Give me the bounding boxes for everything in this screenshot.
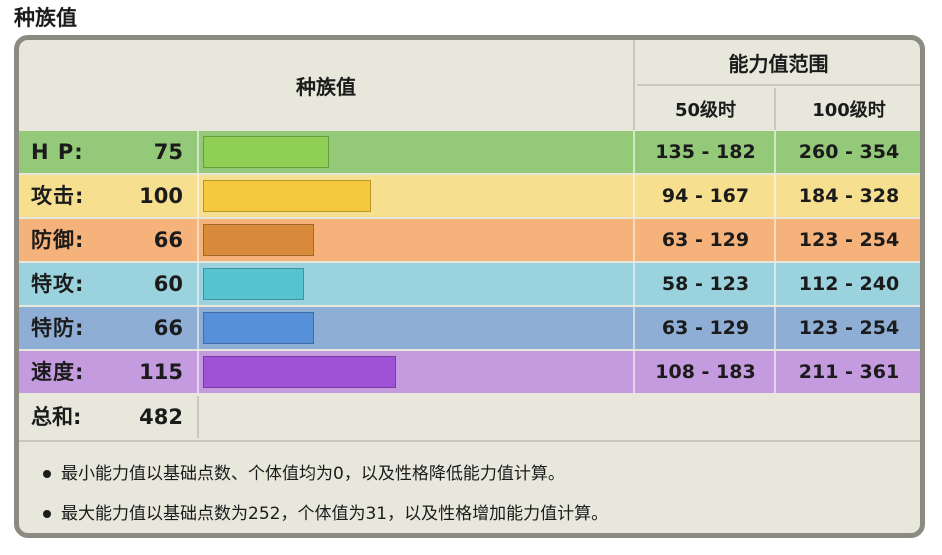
base-stats-table: 种族值 能力值范围 50级时 100级时 H P: 75 135 - 182 260 … xyxy=(14,35,925,538)
table-header: 种族值 能力值范围 50级时 100级时 xyxy=(19,40,920,130)
stat-value: 66 xyxy=(153,316,183,340)
stat-value: 75 xyxy=(153,140,183,164)
note-max-text: 最大能力值以基础点数为252，个体值为31，以及性格增加能力值计算。 xyxy=(61,504,609,524)
header-base-stats: 种族值 xyxy=(19,40,635,130)
bullet-icon xyxy=(43,510,51,518)
stat-row: 速度: 115 108 - 183 211 - 361 xyxy=(19,351,920,393)
stat-name-cell: 攻击: 100 xyxy=(19,175,199,217)
stat-range-50: 63 - 129 xyxy=(637,307,776,349)
header-level-50: 50级时 xyxy=(637,88,776,130)
bullet-icon xyxy=(43,470,51,478)
header-stat-range: 能力值范围 xyxy=(637,40,920,86)
stat-range-50: 63 - 129 xyxy=(637,219,776,261)
stat-bar xyxy=(203,356,396,388)
stat-bar xyxy=(203,136,329,168)
stat-range-50: 135 - 182 xyxy=(637,131,776,173)
stat-label: 防御: xyxy=(31,228,85,252)
total-value: 482 xyxy=(139,405,183,429)
total-row: 总和: 482 xyxy=(19,396,920,438)
note-max: 最大能力值以基础点数为252，个体值为31，以及性格增加能力值计算。 xyxy=(43,494,920,533)
stat-label: 攻击: xyxy=(31,184,85,208)
stat-bar-cell xyxy=(201,351,635,393)
notes: 最小能力值以基础点数、个体值均为0，以及性格降低能力值计算。 最大能力值以基础点… xyxy=(19,440,920,533)
stat-name-cell: 特攻: 60 xyxy=(19,263,199,305)
stat-bar-cell xyxy=(201,307,635,349)
stat-range-100: 123 - 254 xyxy=(798,317,900,339)
stat-name-cell: 特防: 66 xyxy=(19,307,199,349)
stat-value: 100 xyxy=(139,184,183,208)
stat-range-100: 260 - 354 xyxy=(798,141,900,163)
stat-value: 66 xyxy=(153,228,183,252)
note-min: 最小能力值以基础点数、个体值均为0，以及性格降低能力值计算。 xyxy=(43,454,920,494)
page-title: 种族值 xyxy=(14,6,77,30)
stat-range-50: 58 - 123 xyxy=(637,263,776,305)
header-level-100: 100级时 xyxy=(812,100,886,121)
stat-label: 特防: xyxy=(31,316,85,340)
total-label: 总和: xyxy=(31,405,82,429)
stat-row: 攻击: 100 94 - 167 184 - 328 xyxy=(19,175,920,217)
total-cell: 总和: 482 xyxy=(19,396,199,438)
stat-name-cell: 防御: 66 xyxy=(19,219,199,261)
stat-range-50: 94 - 167 xyxy=(637,175,776,217)
stat-bar-cell xyxy=(201,263,635,305)
stat-range-100: 123 - 254 xyxy=(798,229,900,251)
stat-bar xyxy=(203,180,371,212)
stat-label: H P: xyxy=(31,140,84,164)
stat-range-100: 211 - 361 xyxy=(798,361,900,383)
stat-row: 特攻: 60 58 - 123 112 - 240 xyxy=(19,263,920,305)
stat-label: 特攻: xyxy=(31,272,85,296)
stat-bar-cell xyxy=(201,175,635,217)
stat-bar-cell xyxy=(201,131,635,173)
stat-bar xyxy=(203,268,304,300)
stat-row: 防御: 66 63 - 129 123 - 254 xyxy=(19,219,920,261)
stat-value: 115 xyxy=(139,360,183,384)
stat-name-cell: 速度: 115 xyxy=(19,351,199,393)
stat-bar-cell xyxy=(201,219,635,261)
stat-range-100: 184 - 328 xyxy=(798,185,900,207)
stat-range-100: 112 - 240 xyxy=(798,273,900,295)
stat-bar xyxy=(203,224,314,256)
stat-value: 60 xyxy=(153,272,183,296)
stat-name-cell: H P: 75 xyxy=(19,131,199,173)
stat-label: 速度: xyxy=(31,360,85,384)
stat-range-50: 108 - 183 xyxy=(637,351,776,393)
stat-row: 特防: 66 63 - 129 123 - 254 xyxy=(19,307,920,349)
stat-row: H P: 75 135 - 182 260 - 354 xyxy=(19,131,920,173)
note-min-text: 最小能力值以基础点数、个体值均为0，以及性格降低能力值计算。 xyxy=(61,464,565,484)
stat-bar xyxy=(203,312,314,344)
